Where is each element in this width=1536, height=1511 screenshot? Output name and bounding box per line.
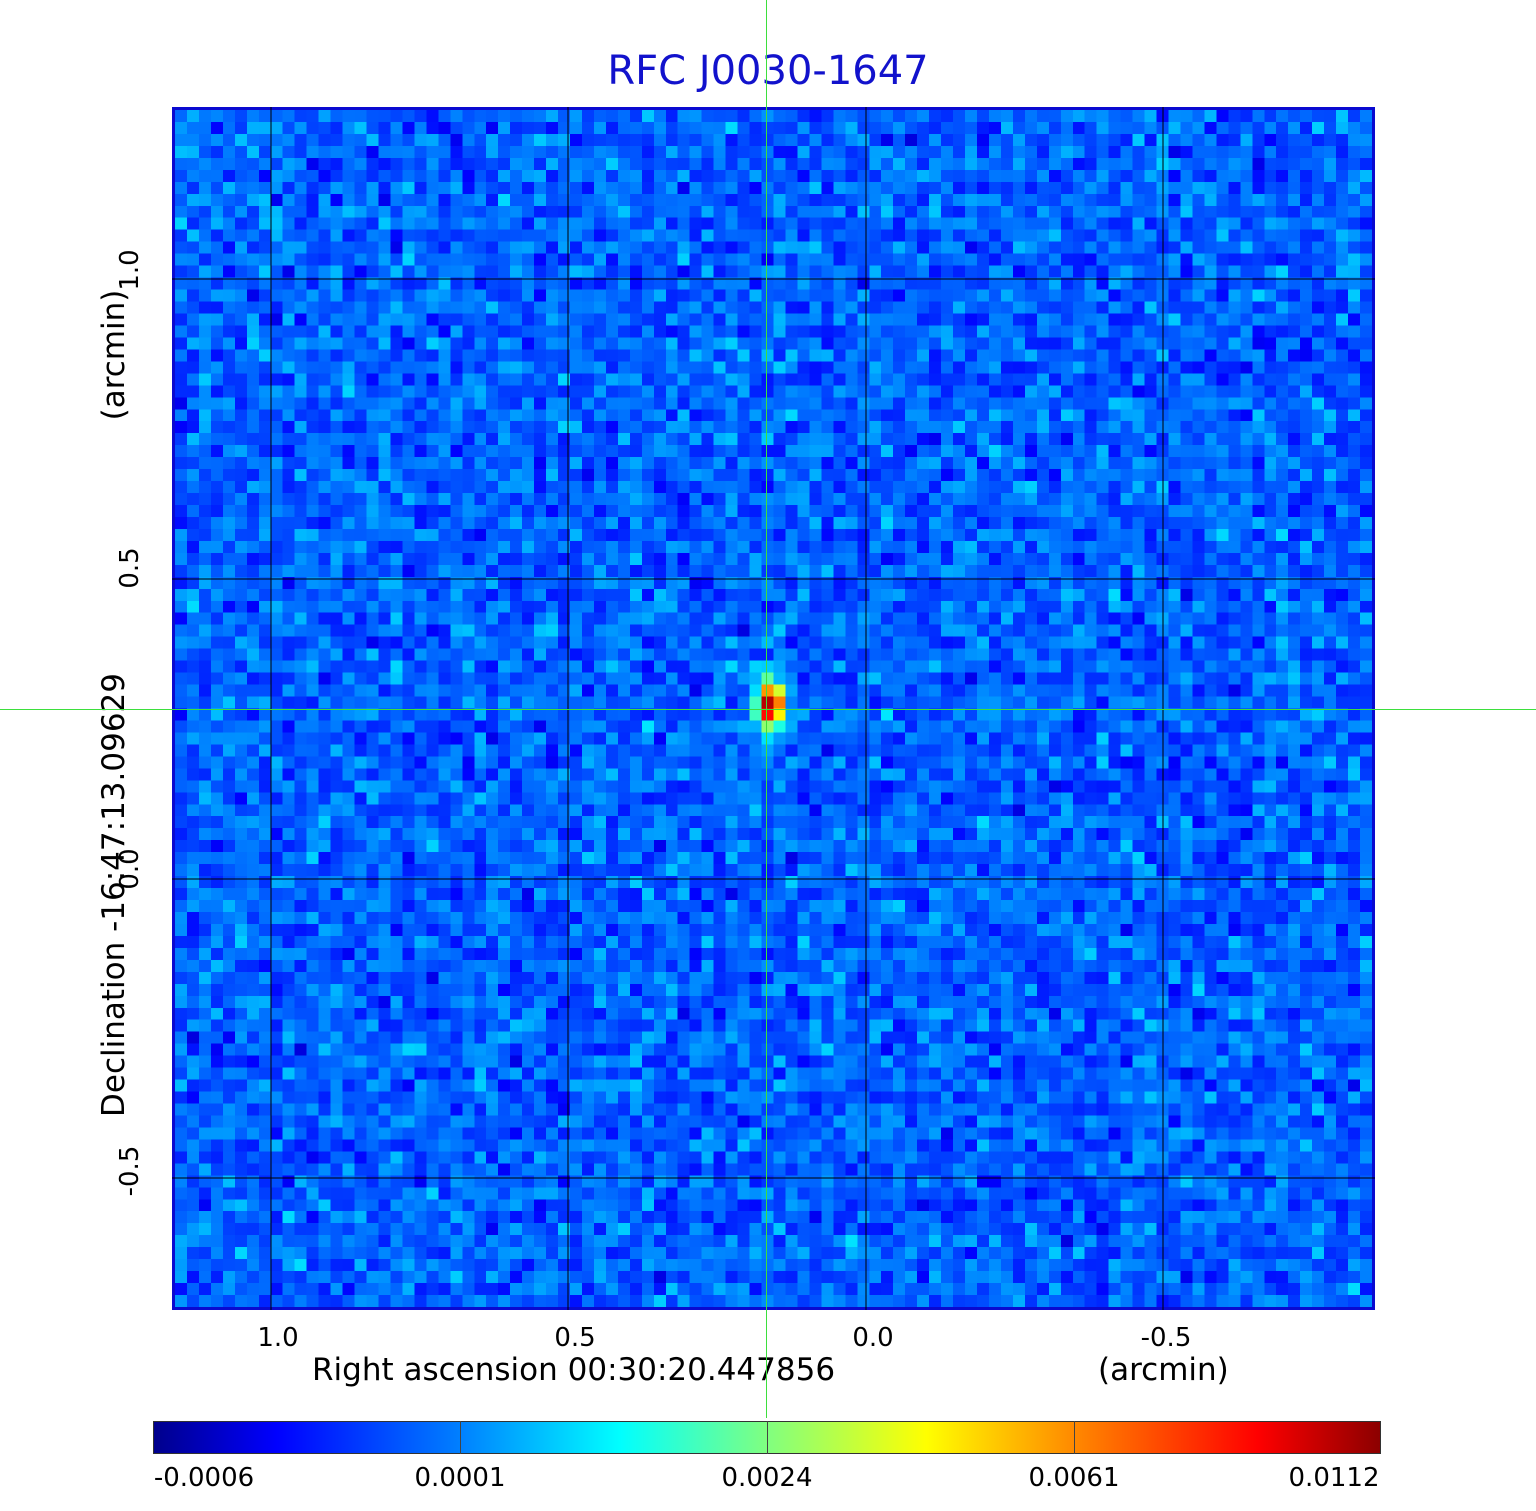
colorbar-tick-label: 0.0112: [1288, 1463, 1380, 1493]
colorbar-tick-label: 0.0001: [414, 1463, 506, 1493]
crosshair-horizontal: [0, 709, 1536, 710]
x-tick-label: 0.0: [852, 1323, 894, 1353]
x-axis-label: Right ascension 00:30:20.447856: [312, 1352, 836, 1388]
y-axis-unit: (arcmin): [96, 289, 132, 421]
intensity-map: [172, 107, 1375, 1310]
y-tick-label: -0.5: [115, 1145, 145, 1197]
x-axis-unit: (arcmin): [1098, 1352, 1229, 1388]
x-tick-label: 1.0: [257, 1323, 299, 1353]
colorbar-tick-label: -0.0006: [153, 1463, 255, 1493]
colorbar-tick-label: 0.0024: [721, 1463, 813, 1493]
heatmap-pixels: [175, 110, 1372, 1307]
plot-title: RFC J0030-1647: [607, 48, 929, 94]
x-tick-label: -0.5: [1140, 1323, 1192, 1353]
x-tick-label: 0.5: [554, 1323, 596, 1353]
colorbar-tick-mark: [460, 1421, 461, 1454]
colorbar-tick-label: 0.0061: [1028, 1463, 1120, 1493]
y-axis-label: Declination -16:47:13.09629: [96, 673, 132, 1117]
colorbar-tick-mark: [1074, 1421, 1075, 1454]
y-tick-label: 1.0: [115, 249, 145, 291]
y-tick-label: 0.5: [115, 547, 145, 589]
colorbar-tick-mark: [767, 1421, 768, 1454]
